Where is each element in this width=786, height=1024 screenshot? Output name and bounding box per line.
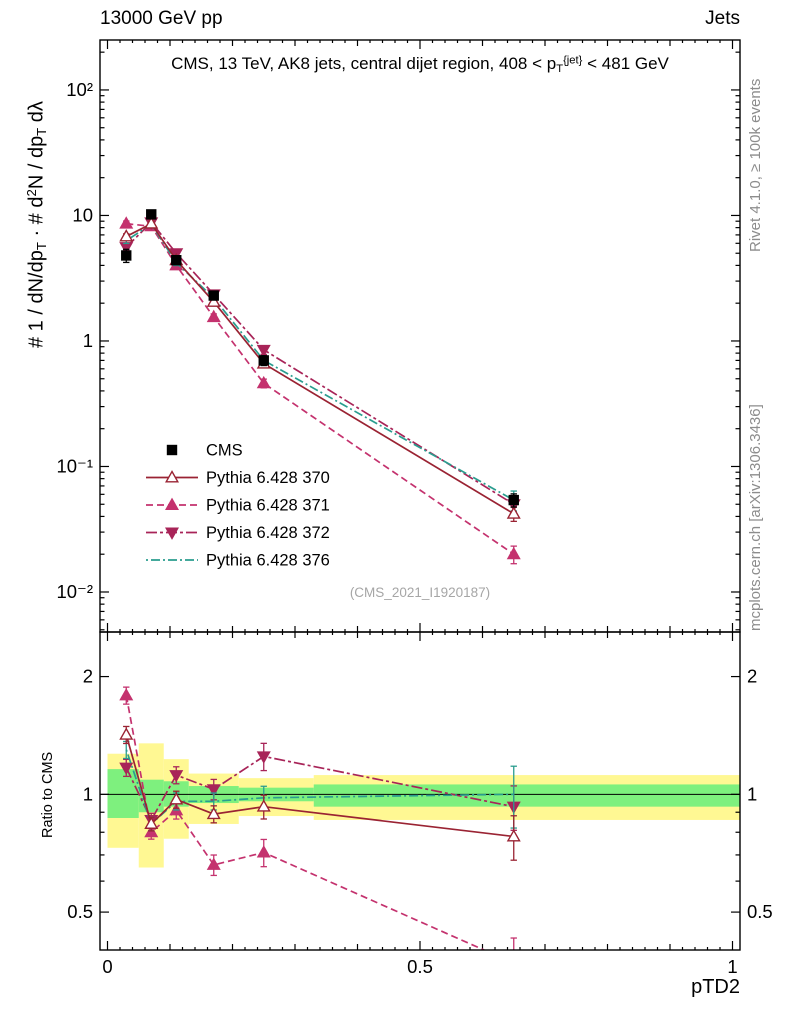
series-pythia-370-ratio: [119, 725, 521, 861]
analysis-group-label: Jets: [705, 8, 740, 29]
ratio-uncertainty-bands: [100, 743, 740, 868]
main-panel-frame: [99, 39, 741, 633]
y-tick-label-ratio-left: 1: [83, 783, 93, 804]
y-tick-label-main: 10⁻¹: [56, 455, 93, 476]
mcplots-credit-label: mcplots.cern.ch [arXiv:1306.3436]: [747, 404, 764, 631]
analysis-id-watermark: (CMS_2021_I1920187): [349, 585, 491, 600]
legend: CMS Pythia 6.428 370 Pythia 6.428 371 Pythi…: [146, 442, 330, 570]
y-tick-label-main: 10⁻²: [56, 581, 93, 602]
panel-frames: [99, 39, 741, 951]
y-tick-label-ratio-left: 2: [83, 666, 93, 687]
legend-label: Pythia 6.428 371: [206, 497, 330, 515]
series-cms-main: [121, 209, 519, 508]
x-axis-label: pTD2: [691, 976, 740, 998]
band-stat: [313, 784, 740, 807]
legend-label: CMS: [206, 442, 243, 460]
y-tick-label-ratio-right: 0.5: [747, 901, 773, 922]
tick-labels: 10² 10 1 10⁻¹ 10⁻² 2 2 1 1 0.5 0.5 0 0.5 1: [56, 79, 772, 977]
legend-item-pythia-376: Pythia 6.428 376: [146, 552, 330, 570]
band-stat: [107, 769, 139, 818]
legend-item-pythia-372: Pythia 6.428 372: [146, 524, 330, 542]
y-tick-label-main: 10²: [66, 79, 93, 100]
y-tick-label-ratio-right: 2: [747, 666, 757, 687]
beam-energy-label: 13000 GeV pp: [100, 8, 223, 29]
y-tick-label-main: 1: [83, 330, 93, 351]
x-tick-label: 1: [727, 956, 737, 977]
plot-title: CMS, 13 TeV, AK8 jets, central dijet reg…: [171, 54, 669, 75]
legend-label: Pythia 6.428 370: [206, 469, 330, 487]
y-axis-label-main: # 1 / dN/dpT · # d2N / dpT dλ: [24, 101, 49, 348]
legend-label: Pythia 6.428 376: [206, 552, 330, 570]
y-tick-label-ratio-left: 0.5: [67, 901, 93, 922]
legend-item-cms: CMS: [166, 442, 243, 460]
ratio-panel-frame: [99, 631, 741, 951]
y-axis-label-ratio: Ratio to CMS: [40, 751, 56, 838]
rivet-version-label: Rivet 4.1.0, ≥ 100k events: [747, 78, 764, 252]
legend-item-pythia-370: Pythia 6.428 370: [146, 469, 330, 487]
y-tick-label-ratio-right: 1: [747, 783, 757, 804]
y-tick-label-main: 10: [72, 204, 93, 225]
legend-label: Pythia 6.428 372: [206, 524, 330, 542]
x-tick-label: 0.5: [407, 956, 433, 977]
legend-item-pythia-371: Pythia 6.428 371: [146, 497, 330, 515]
x-tick-label: 0: [102, 956, 112, 977]
